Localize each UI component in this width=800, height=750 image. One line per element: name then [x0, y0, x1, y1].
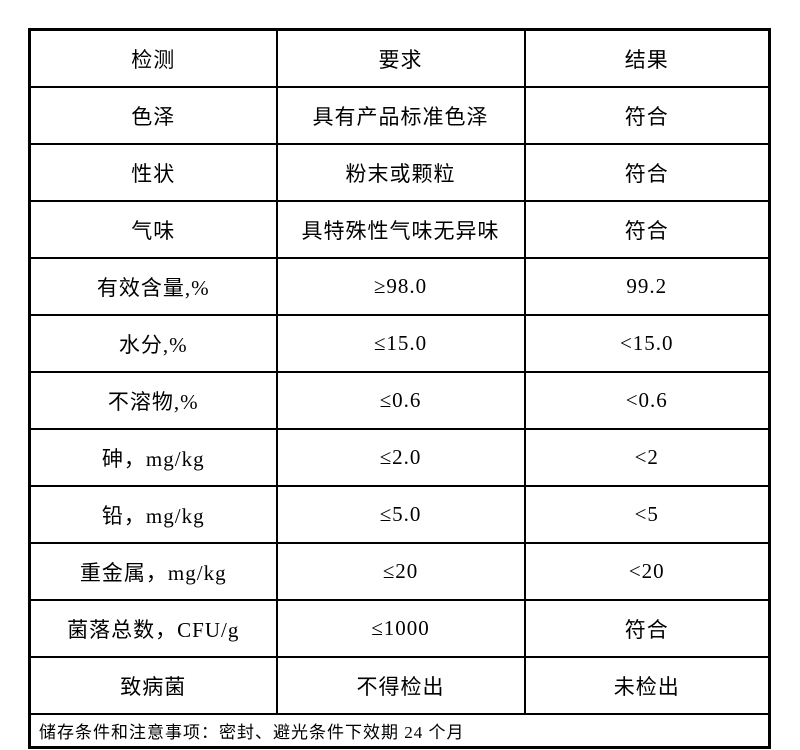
result-cell: 符合 [523, 143, 771, 202]
storage-note: 储存条件和注意事项：密封、避光条件下效期 24 个月 [28, 713, 771, 749]
requirement-cell: ≤1000 [275, 599, 526, 658]
test-item-cell: 气味 [28, 200, 278, 259]
table-row: 水分,% ≤15.0 <15.0 [28, 314, 771, 373]
test-item-cell: 水分,% [28, 314, 278, 373]
test-item-cell: 重金属，mg/kg [28, 542, 278, 601]
result-cell: 符合 [523, 86, 771, 145]
test-item-cell: 有效含量,% [28, 257, 278, 316]
test-item-cell: 致病菌 [28, 656, 278, 715]
test-item-cell: 铅，mg/kg [28, 485, 278, 544]
requirement-cell: ≤5.0 [275, 485, 526, 544]
requirement-cell: 具有产品标准色泽 [275, 86, 526, 145]
result-cell: <0.6 [523, 371, 771, 430]
result-cell: <15.0 [523, 314, 771, 373]
test-item-cell: 砷，mg/kg [28, 428, 278, 487]
test-item-cell: 色泽 [28, 86, 278, 145]
table-row: 砷，mg/kg ≤2.0 <2 [28, 428, 771, 487]
header-row: 检测 要求 结果 [28, 28, 771, 88]
test-item-cell: 性状 [28, 143, 278, 202]
table-row: 菌落总数，CFU/g ≤1000 符合 [28, 599, 771, 658]
result-cell: 符合 [523, 200, 771, 259]
requirement-cell: 不得检出 [275, 656, 526, 715]
table-row: 致病菌 不得检出 未检出 [28, 656, 771, 715]
column-header-requirement: 要求 [275, 28, 526, 88]
requirement-cell: ≤20 [275, 542, 526, 601]
table-row: 不溶物,% ≤0.6 <0.6 [28, 371, 771, 430]
requirement-cell: ≥98.0 [275, 257, 526, 316]
column-header-result: 结果 [523, 28, 771, 88]
result-cell: 符合 [523, 599, 771, 658]
result-cell: 未检出 [523, 656, 771, 715]
footer-row: 储存条件和注意事项：密封、避光条件下效期 24 个月 [28, 713, 771, 749]
result-cell: <2 [523, 428, 771, 487]
result-cell: 99.2 [523, 257, 771, 316]
table-row: 铅，mg/kg ≤5.0 <5 [28, 485, 771, 544]
test-item-cell: 菌落总数，CFU/g [28, 599, 278, 658]
result-cell: <20 [523, 542, 771, 601]
table-row: 气味 具特殊性气味无异味 符合 [28, 200, 771, 259]
table-row: 有效含量,% ≥98.0 99.2 [28, 257, 771, 316]
column-header-test: 检测 [28, 28, 278, 88]
requirement-cell: ≤0.6 [275, 371, 526, 430]
requirement-cell: 粉末或颗粒 [275, 143, 526, 202]
table-row: 性状 粉末或颗粒 符合 [28, 143, 771, 202]
table-row: 色泽 具有产品标准色泽 符合 [28, 86, 771, 145]
table-row: 重金属，mg/kg ≤20 <20 [28, 542, 771, 601]
test-item-cell: 不溶物,% [28, 371, 278, 430]
inspection-table: 检测 要求 结果 色泽 具有产品标准色泽 符合 性状 粉末或颗粒 符合 气味 具… [28, 28, 771, 749]
requirement-cell: ≤15.0 [275, 314, 526, 373]
result-cell: <5 [523, 485, 771, 544]
requirement-cell: ≤2.0 [275, 428, 526, 487]
requirement-cell: 具特殊性气味无异味 [275, 200, 526, 259]
